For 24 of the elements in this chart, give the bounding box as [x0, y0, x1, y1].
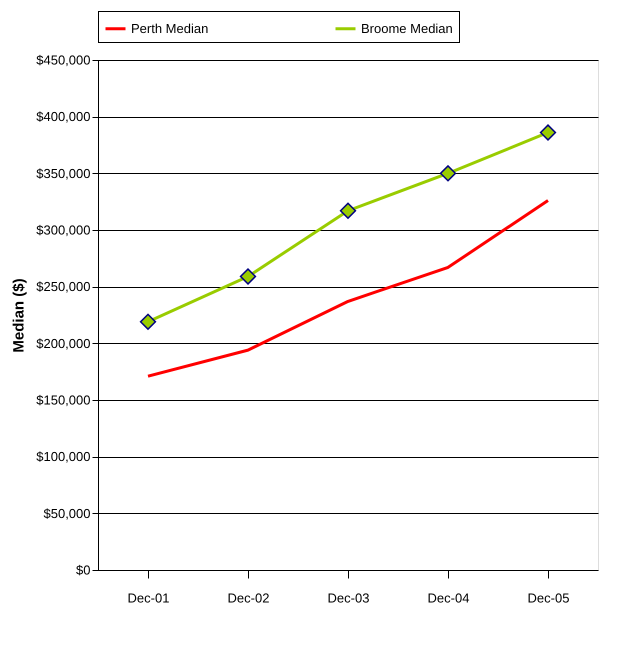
x-tick-label: Dec-03	[328, 590, 370, 606]
y-tick-label: $50,000	[44, 506, 90, 521]
y-tick-label: $350,000	[36, 166, 90, 181]
y-tick-label: $300,000	[36, 222, 90, 238]
point	[440, 165, 456, 182]
x-tick-label: Dec-02	[228, 590, 270, 606]
y-tick-label: $400,000	[36, 109, 90, 124]
point	[240, 268, 256, 285]
y-tick-label: $100,000	[36, 449, 90, 464]
x-tick-label: Dec-04	[428, 590, 470, 606]
y-tick-label: $0	[76, 562, 90, 578]
point	[340, 202, 356, 219]
y-axis-title: Median ($)	[10, 278, 28, 353]
point	[540, 124, 556, 141]
x-tick-label: Dec-05	[528, 590, 570, 606]
line-series	[146, 199, 550, 378]
legend-label: Perth Median	[131, 20, 208, 36]
legend-label: Broome Median	[361, 20, 453, 36]
x-tick-label: Dec-01	[128, 590, 170, 606]
y-tick-label: $250,000	[36, 279, 90, 294]
y-tick-label: $150,000	[36, 392, 90, 408]
y-tick-label: $450,000	[36, 52, 90, 68]
point	[140, 314, 156, 330]
y-tick-label: $200,000	[36, 336, 90, 351]
